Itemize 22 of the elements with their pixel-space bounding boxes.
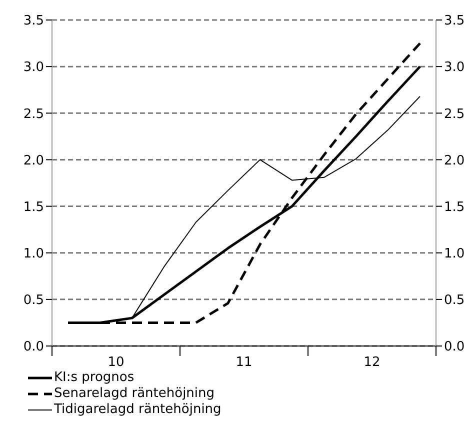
y2-tick-label: 1.0: [444, 246, 465, 262]
y2-tick-label: 3.0: [444, 60, 465, 76]
y-tick-label: 1.0: [23, 246, 44, 262]
x-tick-label: 12: [364, 355, 380, 370]
y2-tick-label: 2.5: [444, 106, 465, 122]
x-tick-label: 10: [108, 355, 124, 370]
y-tick-label: 1.5: [23, 200, 44, 215]
y2-tick-label: 0.0: [444, 340, 465, 355]
y2-tick-label: 3.5: [444, 14, 465, 29]
legend-label: KI:s prognos: [54, 370, 134, 386]
x-tick-label: 11: [236, 355, 252, 370]
y-tick-label: 3.0: [23, 60, 44, 76]
y2-tick-label: 0.5: [444, 293, 465, 308]
y2-tick-label: 1.5: [444, 200, 465, 215]
y2-tick-label: 2.0: [444, 153, 465, 168]
y-tick-label: 3.5: [23, 14, 44, 29]
y-tick-label: 2.0: [23, 153, 44, 168]
y-tick-label: 2.5: [23, 106, 44, 122]
y-tick-label: 0.5: [23, 293, 44, 308]
legend-label: Tidigarelagd räntehöjning: [54, 402, 222, 418]
legend-label: Senarelagd räntehöjning: [54, 386, 215, 402]
y-tick-label: 0.0: [23, 340, 44, 355]
